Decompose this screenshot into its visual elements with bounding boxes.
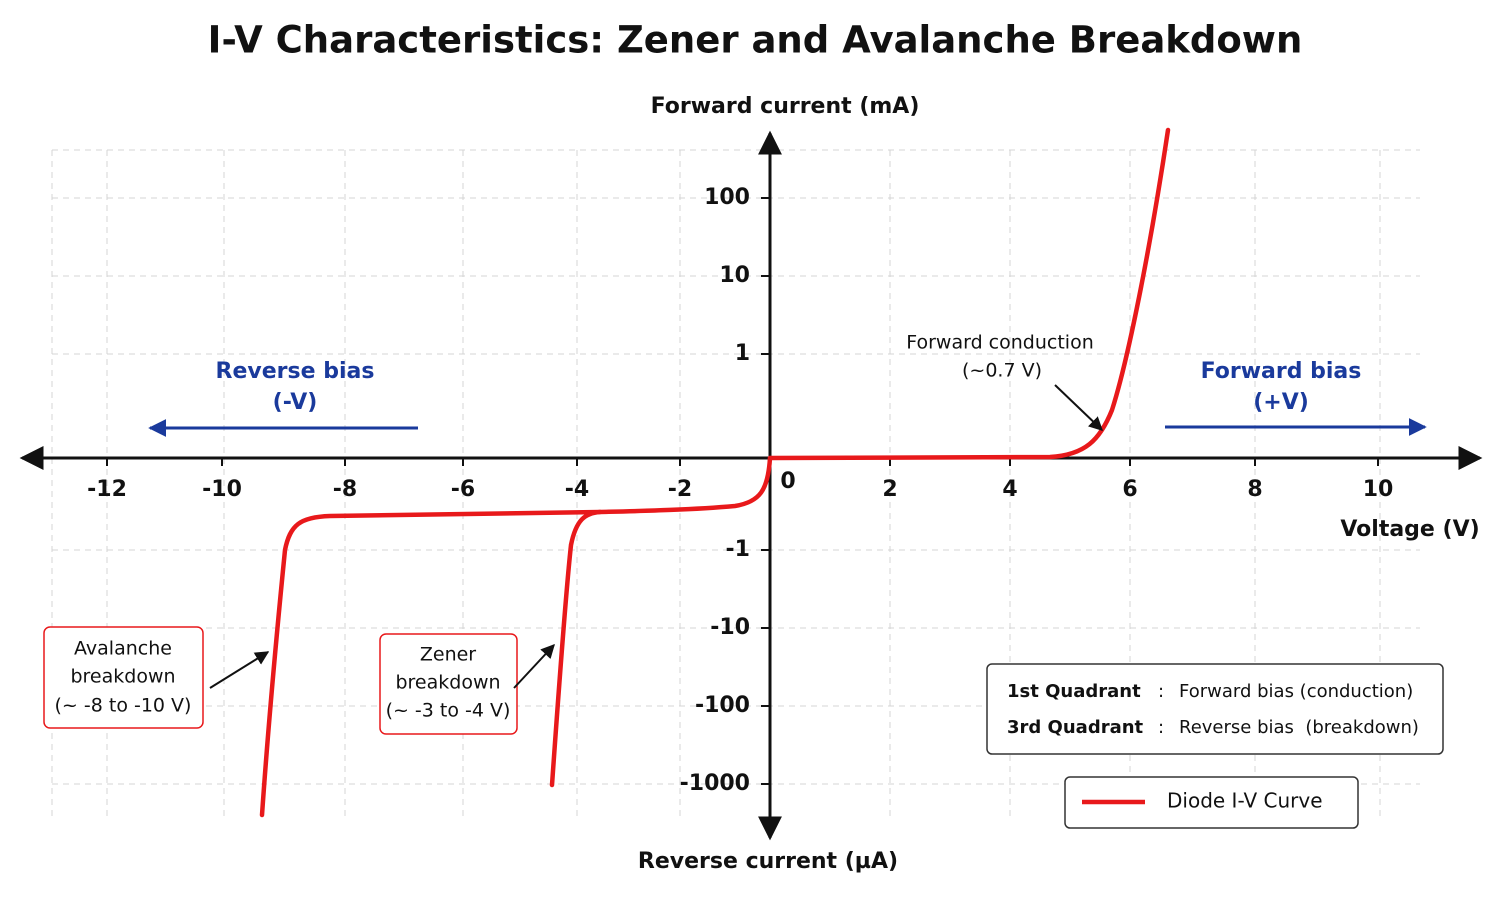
x-tick-label: 8	[1247, 477, 1262, 502]
annotation: Zener	[420, 644, 476, 666]
annotation-box	[43, 626, 204, 729]
quadrant-rows: 1st Quadrant : Forward bias (conduction)…	[1007, 681, 1419, 738]
separator: :	[1158, 681, 1164, 702]
x-tick-label: -12	[87, 477, 127, 502]
y-tick-label: -10	[710, 615, 750, 640]
x-tick-label: 0	[780, 469, 795, 494]
quadrant-box	[986, 663, 1444, 755]
y-tick-label: 100	[704, 185, 750, 210]
pointer	[209, 651, 270, 689]
y-tick-label: -1	[726, 537, 750, 562]
y-top-label: Forward current (mA)	[651, 94, 920, 119]
x-tick-label: -10	[202, 477, 242, 502]
title: I-V Characteristics: Zener and Avalanche…	[208, 19, 1303, 62]
y-tick-label: -100	[695, 693, 750, 718]
annotations: Forward conduction (~0.7 V) Avalanche br…	[43, 332, 1094, 735]
x-tick-label: -8	[333, 477, 357, 502]
x-tick-label: -2	[668, 477, 692, 502]
quadrant-desc: Reverse bias (breakdown)	[1179, 717, 1419, 738]
y-tick-label: -1000	[680, 771, 750, 796]
x-tick-label: 10	[1363, 477, 1394, 502]
grid	[51, 149, 1420, 820]
y-tick-label: 1	[735, 341, 750, 366]
quadrant-desc: Forward bias (conduction)	[1179, 681, 1413, 702]
pointer	[513, 643, 555, 689]
ticks: -12 -10 -8 -6 -4 -2 0 2 4 6 8 10 100 10 1 -1 -10 -100 -100…	[87, 185, 1393, 796]
zener-branch	[549, 509, 603, 788]
regions: Reverse bias (-V) Forward bias (+V)	[216, 359, 1362, 415]
annotation: breakdown	[395, 672, 500, 694]
region-label: (-V)	[273, 390, 318, 415]
iv-curve	[259, 127, 1171, 818]
legend	[1064, 776, 1359, 829]
annotation: Avalanche	[74, 638, 172, 660]
x-tick-label: 2	[882, 477, 897, 502]
x-tick-label: 4	[1002, 477, 1017, 502]
annotation: breakdown	[70, 666, 175, 688]
separator: :	[1158, 717, 1164, 738]
annotation: (~ -8 to -10 V)	[55, 695, 192, 717]
quadrant-name: 1st Quadrant	[1007, 681, 1141, 702]
annotation: (~0.7 V)	[962, 360, 1042, 382]
quadrant-name: 3rd Quadrant	[1007, 717, 1144, 738]
y-bottom-label: Reverse current (µA)	[638, 849, 898, 874]
x-tick-label: -6	[451, 477, 475, 502]
pointer	[1054, 384, 1104, 431]
forward-branch	[767, 127, 1171, 461]
x-tick-label: 6	[1122, 477, 1137, 502]
x-label: Voltage (V)	[1340, 517, 1479, 542]
x-tick-label: -4	[565, 477, 589, 502]
annotation: Forward conduction	[906, 332, 1094, 354]
region-label: Reverse bias	[216, 359, 375, 384]
legend-label: Diode I-V Curve	[1167, 789, 1323, 813]
annotation: (~ -3 to -4 V)	[386, 700, 511, 722]
avalanche-branch	[259, 455, 773, 818]
y-tick-label: 10	[719, 263, 750, 288]
region-label: Forward bias	[1201, 359, 1362, 384]
region-label: (+V)	[1253, 390, 1309, 415]
